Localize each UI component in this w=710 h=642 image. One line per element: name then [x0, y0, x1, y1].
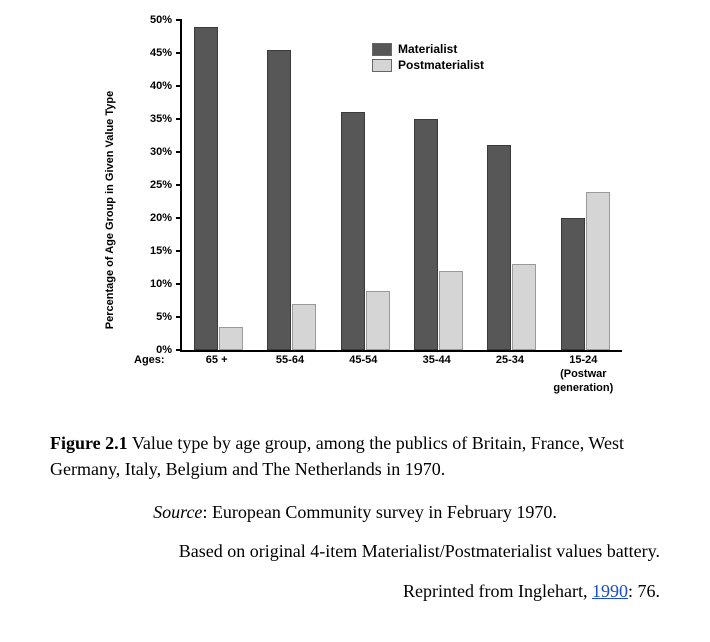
bar-postmaterialist	[219, 327, 243, 350]
bar-materialist	[194, 27, 218, 350]
legend-item-postmaterialist: Postmaterialist	[372, 58, 484, 72]
y-tick	[176, 349, 182, 351]
figure-caption-text: Value type by age group, among the publi…	[50, 433, 624, 479]
reprint-suffix: : 76.	[628, 581, 660, 601]
value-type-bar-chart: Percentage of Age Group in Given Value T…	[140, 20, 680, 400]
x-axis-labels: 65 +55-6445-5435-4425-3415-24(Postwargen…	[180, 354, 620, 395]
legend: Materialist Postmaterialist	[372, 42, 484, 74]
citation-link[interactable]: 1990	[592, 581, 628, 601]
bar-materialist	[414, 119, 438, 350]
y-tick-label: 10%	[150, 278, 172, 290]
y-axis-title: Percentage of Age Group in Given Value T…	[104, 91, 116, 329]
y-tick	[176, 52, 182, 54]
legend-label-postmaterialist: Postmaterialist	[398, 58, 484, 72]
reprint-line: Reprinted from Inglehart, 1990: 76.	[110, 579, 660, 604]
y-tick-label: 20%	[150, 212, 172, 224]
bar-group	[475, 20, 548, 350]
figure-label: Figure 2.1	[50, 433, 128, 453]
y-tick-label: 5%	[156, 311, 172, 323]
x-tick-label: 35-44	[400, 354, 473, 395]
legend-swatch-postmaterialist	[372, 59, 392, 72]
bar-postmaterialist	[366, 291, 390, 350]
bar-materialist	[341, 112, 365, 350]
y-tick	[176, 316, 182, 318]
bar-materialist	[487, 145, 511, 350]
bar-group	[182, 20, 255, 350]
y-tick	[176, 85, 182, 87]
reprint-prefix: Reprinted from Inglehart,	[403, 581, 592, 601]
x-axis-prefix: Ages:	[134, 354, 165, 366]
bar-materialist	[561, 218, 585, 350]
source-line: Source: European Community survey in Feb…	[50, 500, 660, 525]
y-tick-label: 45%	[150, 47, 172, 59]
y-tick-label: 15%	[150, 245, 172, 257]
legend-label-materialist: Materialist	[398, 42, 457, 56]
bar-postmaterialist	[512, 264, 536, 350]
x-tick-label: 25-34	[473, 354, 546, 395]
bar-postmaterialist	[586, 192, 610, 350]
source-label: Source	[153, 502, 202, 522]
bar-materialist	[267, 50, 291, 350]
x-tick-label: 65 +	[180, 354, 253, 395]
y-tick	[176, 250, 182, 252]
bar-group	[549, 20, 622, 350]
y-tick	[176, 184, 182, 186]
x-tick-label: 15-24(Postwargeneration)	[547, 354, 620, 395]
y-tick	[176, 118, 182, 120]
bar-postmaterialist	[439, 271, 463, 350]
bar-postmaterialist	[292, 304, 316, 350]
x-tick-label: 55-64	[253, 354, 326, 395]
figure-caption: Figure 2.1 Value type by age group, amon…	[50, 430, 660, 482]
bar-group	[255, 20, 328, 350]
y-tick-label: 50%	[150, 14, 172, 26]
y-tick-label: 35%	[150, 113, 172, 125]
y-tick-label: 30%	[150, 146, 172, 158]
legend-item-materialist: Materialist	[372, 42, 484, 56]
y-tick	[176, 19, 182, 21]
x-tick-label: 45-54	[327, 354, 400, 395]
y-tick	[176, 151, 182, 153]
y-tick	[176, 283, 182, 285]
y-tick-label: 40%	[150, 80, 172, 92]
legend-swatch-materialist	[372, 43, 392, 56]
source-text: : European Community survey in February …	[202, 502, 556, 522]
methodology-note: Based on original 4-item Materialist/Pos…	[110, 539, 660, 564]
y-tick	[176, 217, 182, 219]
y-tick-label: 25%	[150, 179, 172, 191]
